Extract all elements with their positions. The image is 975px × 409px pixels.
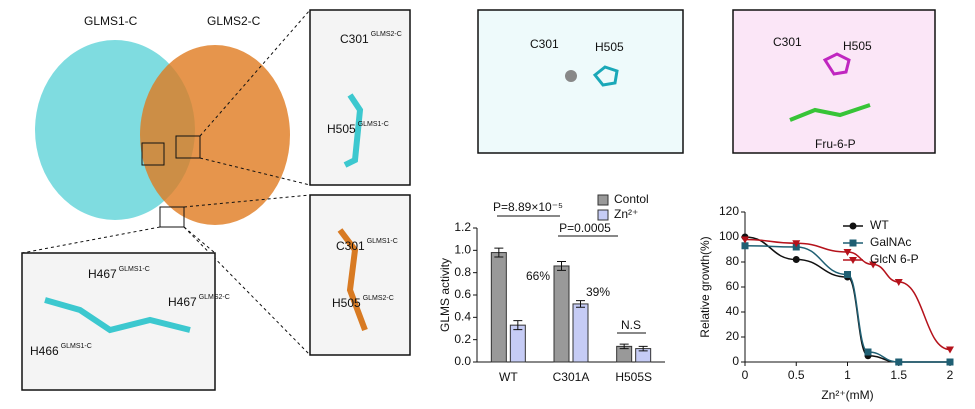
point xyxy=(849,239,857,247)
point xyxy=(946,346,954,354)
structure-label: H467 xyxy=(88,267,117,281)
bar xyxy=(490,252,507,363)
y-tick-label: 0.6 xyxy=(454,287,471,301)
y-tick-label: 0.0 xyxy=(454,354,471,368)
x-tick-label: 0.5 xyxy=(788,368,805,382)
y-tick-label: 0.4 xyxy=(454,310,471,324)
y-tick-label: 120 xyxy=(719,204,739,218)
x-tick-label: H505S xyxy=(615,370,652,384)
structure-label-sup: GLMS1-C xyxy=(367,238,398,245)
point xyxy=(849,257,857,264)
error-bar xyxy=(619,343,629,350)
y-axis-label: Relative growth(%) xyxy=(698,236,712,337)
point xyxy=(792,256,800,263)
structure-label: H505 xyxy=(843,39,872,53)
point xyxy=(864,348,872,356)
annotation: 66% xyxy=(526,269,550,283)
structure-label: C301 xyxy=(336,239,365,253)
annotation: 39% xyxy=(586,285,610,299)
structure-label-sup: GLMS2-C xyxy=(199,294,230,301)
x-tick-label: C301A xyxy=(553,370,590,384)
structure-label: H505 xyxy=(595,40,624,54)
y-tick-label: 20 xyxy=(726,329,740,343)
structure-label-sup: GLMS1-C xyxy=(358,121,389,128)
legend-swatch xyxy=(597,194,609,206)
point xyxy=(741,242,749,250)
structure-label: H466 xyxy=(30,344,59,358)
x-tick-label: 0 xyxy=(742,368,749,382)
point xyxy=(869,261,878,269)
error-bar xyxy=(576,300,585,308)
bar xyxy=(572,303,589,363)
structure-label: Fru-6-P xyxy=(815,137,856,151)
point xyxy=(792,240,801,248)
x-tick-label: 2 xyxy=(947,368,954,382)
legend-label: Contol xyxy=(614,192,649,206)
structure-label: GLMS2-C xyxy=(207,14,261,28)
legend-label: Zn²⁺ xyxy=(614,207,638,221)
x-axis-label: Zn²⁺(mM) xyxy=(821,388,873,402)
point xyxy=(741,236,749,244)
y-tick-label: 60 xyxy=(726,279,740,293)
structure-label: H467 xyxy=(168,295,197,309)
legend-label: WT xyxy=(870,218,889,232)
structure-label: C301 xyxy=(340,32,369,46)
point xyxy=(844,271,851,278)
error-bar xyxy=(557,261,566,271)
annotation: P=0.0005 xyxy=(559,221,611,235)
structure-label: H505 xyxy=(332,296,361,310)
point xyxy=(895,358,903,366)
structure-art xyxy=(21,9,936,391)
legend-swatch xyxy=(597,209,609,221)
structure-label: H505 xyxy=(327,122,356,136)
structure-label: C301 xyxy=(773,35,802,49)
x-tick-label: 1 xyxy=(844,368,851,382)
y-tick-label: 100 xyxy=(719,229,739,243)
structure-label-sup: GLMS1-C xyxy=(61,343,92,350)
error-bar xyxy=(638,345,648,352)
structure-label: C301 xyxy=(530,37,559,51)
error-bar xyxy=(494,247,504,258)
legend-label: GlcN 6-P xyxy=(870,252,919,266)
y-tick-label: 1.2 xyxy=(454,220,471,234)
x-tick-label: 1.5 xyxy=(890,368,907,382)
error-bar xyxy=(513,320,523,331)
annotation: N.S xyxy=(621,318,641,332)
x-tick-label: WT xyxy=(499,370,518,384)
y-tick-label: 80 xyxy=(726,254,740,268)
bar xyxy=(509,324,526,363)
point xyxy=(843,249,852,256)
y-tick-label: 0.8 xyxy=(454,265,471,279)
point xyxy=(849,222,857,230)
point xyxy=(894,279,903,286)
legend-label: GalNAc xyxy=(870,235,911,249)
y-tick-label: 40 xyxy=(726,304,740,318)
structure-label-sup: GLMS1-C xyxy=(119,266,150,273)
point xyxy=(946,358,954,366)
structure-label-sup: GLMS2-C xyxy=(371,31,402,38)
y-tick-label: 0 xyxy=(732,354,739,368)
structure-label: GLMS1-C xyxy=(84,14,138,28)
y-axis-label: GLMS activity xyxy=(438,258,452,332)
y-tick-label: 0.2 xyxy=(454,332,471,346)
y-tick-label: 1.0 xyxy=(454,243,471,257)
bar xyxy=(553,265,570,363)
structure-label-sup: GLMS2-C xyxy=(363,295,394,302)
annotation: P=8.89×10⁻⁵ xyxy=(493,200,563,214)
